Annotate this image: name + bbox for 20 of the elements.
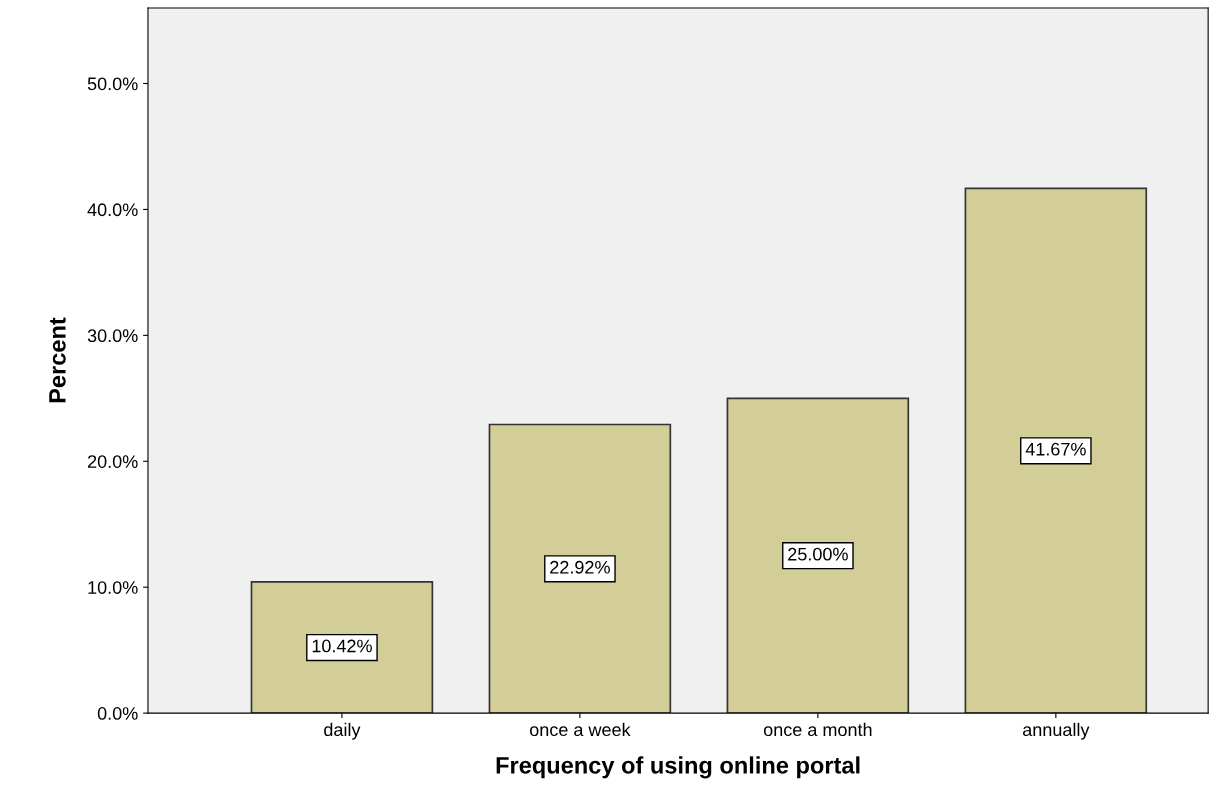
x-tick-label: once a month [763, 722, 872, 737]
y-tick-label: 40.0% [87, 203, 138, 217]
data-label: 41.67% [1025, 442, 1086, 456]
y-tick-label: 0.0% [97, 707, 138, 720]
data-label: 25.00% [788, 547, 848, 561]
x-tick-label: annually [1022, 722, 1090, 740]
y-tick-label: 20.0% [87, 455, 138, 468]
y-tick-label: 10.0% [88, 581, 138, 594]
bar [964, 187, 1148, 714]
data-label: 22.92% [550, 560, 610, 574]
y-axis-title: Percent [49, 317, 66, 403]
y-tick-label: 50.0% [87, 77, 138, 91]
x-axis-title: Frequency of using online portal [496, 756, 860, 779]
data-label: 10.42% [312, 639, 372, 653]
bar [250, 581, 434, 714]
x-tick-label: once a week [529, 722, 631, 737]
bar [488, 423, 672, 714]
y-tick-label: 30.0% [87, 329, 138, 343]
x-tick-label: daily [324, 722, 361, 740]
bar [726, 397, 910, 714]
